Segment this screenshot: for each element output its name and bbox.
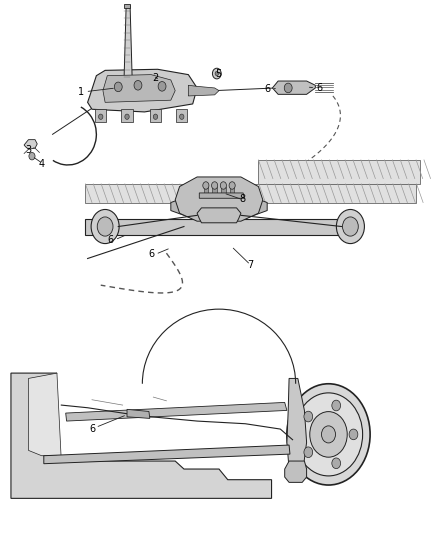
Polygon shape <box>88 69 197 112</box>
Circle shape <box>97 217 113 236</box>
Polygon shape <box>28 373 61 461</box>
Circle shape <box>114 82 122 92</box>
Polygon shape <box>103 75 175 102</box>
Polygon shape <box>121 109 133 122</box>
Circle shape <box>336 209 364 244</box>
Polygon shape <box>272 81 315 94</box>
Polygon shape <box>124 5 132 83</box>
Circle shape <box>220 182 226 189</box>
Circle shape <box>180 114 184 119</box>
Circle shape <box>215 71 219 76</box>
Text: 6: 6 <box>264 84 270 94</box>
Polygon shape <box>176 109 187 122</box>
Polygon shape <box>204 187 208 195</box>
Polygon shape <box>175 177 263 221</box>
Polygon shape <box>11 373 272 498</box>
Circle shape <box>153 114 158 119</box>
Text: 7: 7 <box>247 260 254 270</box>
Polygon shape <box>85 219 359 235</box>
Circle shape <box>332 400 341 411</box>
Circle shape <box>343 217 358 236</box>
Circle shape <box>332 458 341 469</box>
Circle shape <box>125 114 129 119</box>
Circle shape <box>29 152 35 160</box>
Polygon shape <box>66 402 287 421</box>
Circle shape <box>310 411 347 457</box>
Text: 1: 1 <box>78 87 84 96</box>
Polygon shape <box>285 461 307 482</box>
Circle shape <box>229 182 235 189</box>
Polygon shape <box>258 160 420 184</box>
Text: 2: 2 <box>152 74 159 83</box>
Circle shape <box>349 429 358 440</box>
Circle shape <box>91 209 119 244</box>
Text: 4: 4 <box>39 159 45 168</box>
Polygon shape <box>171 195 267 219</box>
Text: 6: 6 <box>89 424 95 434</box>
Circle shape <box>99 114 103 119</box>
Text: 6: 6 <box>107 235 113 245</box>
Circle shape <box>294 393 363 476</box>
Circle shape <box>321 426 336 443</box>
Text: 3: 3 <box>25 146 32 155</box>
Circle shape <box>304 447 313 458</box>
Circle shape <box>158 82 166 91</box>
Circle shape <box>304 411 313 422</box>
Polygon shape <box>85 184 416 203</box>
Text: 5: 5 <box>215 69 221 78</box>
Text: 6: 6 <box>317 83 323 93</box>
Polygon shape <box>188 85 219 96</box>
Circle shape <box>212 68 221 79</box>
Polygon shape <box>212 187 217 195</box>
Circle shape <box>134 80 142 90</box>
Circle shape <box>203 182 209 189</box>
Polygon shape <box>230 187 234 195</box>
Circle shape <box>212 182 218 189</box>
Polygon shape <box>127 409 150 418</box>
Polygon shape <box>24 140 37 149</box>
Polygon shape <box>95 109 106 122</box>
Polygon shape <box>124 4 130 8</box>
Circle shape <box>287 384 370 485</box>
Polygon shape <box>221 187 226 195</box>
Text: 6: 6 <box>148 249 154 259</box>
Polygon shape <box>150 109 161 122</box>
Polygon shape <box>287 378 307 472</box>
Polygon shape <box>199 193 244 198</box>
Polygon shape <box>197 208 241 223</box>
Polygon shape <box>44 445 290 464</box>
Circle shape <box>284 83 292 93</box>
Text: 8: 8 <box>239 194 245 204</box>
